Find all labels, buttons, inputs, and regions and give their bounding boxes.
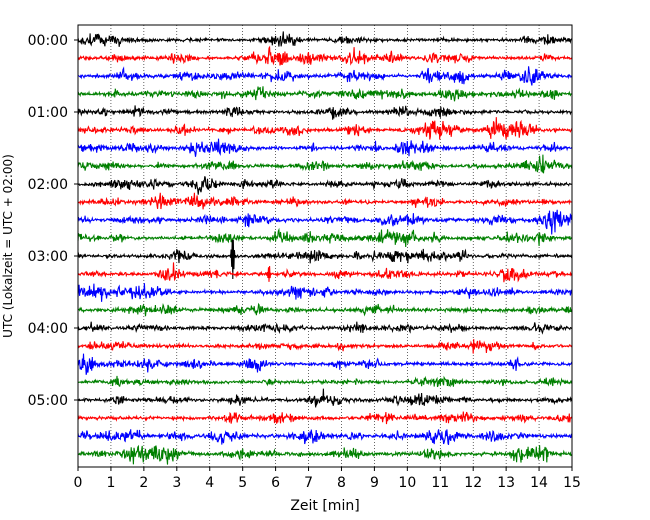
trace-line xyxy=(77,262,573,283)
trace-line xyxy=(77,283,573,302)
y-axis-label: UTC (Lokalzeit = UTC + 02:00) xyxy=(1,154,15,338)
trace-line xyxy=(77,444,573,465)
y-tick-label: 02:00 xyxy=(28,177,68,193)
trace-line xyxy=(77,375,573,388)
y-tick-label: 01:00 xyxy=(28,105,68,121)
trace-line xyxy=(77,227,573,248)
trace-line xyxy=(77,321,573,335)
trace-line xyxy=(77,138,573,157)
trace-line xyxy=(77,31,573,47)
trace-line xyxy=(77,388,573,408)
x-tick-label: 5 xyxy=(238,475,247,491)
trace-line xyxy=(77,192,573,210)
x-tick-label: 4 xyxy=(205,475,214,491)
x-tick-label: 11 xyxy=(431,475,449,491)
x-axis-ticks: 0 1 2 3 4 5 6 7 8 9 10 11 12 13 14 15 xyxy=(74,467,581,491)
y-axis-ticks: 00:00 01:00 02:00 03:00 04:00 05:00 xyxy=(28,33,78,409)
x-tick-label: 10 xyxy=(398,475,416,491)
x-tick-label: 8 xyxy=(337,475,346,491)
y-tick-label: 03:00 xyxy=(28,249,68,265)
trace-line xyxy=(77,105,573,120)
trace-layer xyxy=(77,31,573,465)
x-tick-label: 14 xyxy=(530,475,548,491)
x-tick-label: 3 xyxy=(172,475,181,491)
x-tick-label: 7 xyxy=(304,475,313,491)
y-tick-label: 04:00 xyxy=(28,321,68,337)
trace-line xyxy=(77,66,573,86)
x-tick-label: 0 xyxy=(74,475,83,491)
trace-line xyxy=(77,86,573,102)
trace-line xyxy=(77,176,573,195)
trace-line xyxy=(77,117,573,140)
plot-frame xyxy=(77,24,573,468)
trace-line xyxy=(77,302,573,317)
trace-line xyxy=(77,239,573,280)
x-tick-label: 1 xyxy=(106,475,115,491)
x-axis-label: Zeit [min] xyxy=(290,498,359,514)
trace-line xyxy=(77,353,573,375)
trace-line xyxy=(77,209,573,235)
trace-line xyxy=(77,339,573,354)
trace-line xyxy=(77,411,573,425)
y-tick-label: 00:00 xyxy=(28,33,68,49)
trace-line xyxy=(77,154,573,174)
x-tick-label: 15 xyxy=(563,475,581,491)
x-tick-label: 6 xyxy=(271,475,280,491)
x-tick-label: 13 xyxy=(497,475,515,491)
y-tick-label: 05:00 xyxy=(28,393,68,409)
trace-line xyxy=(77,45,573,66)
x-tick-label: 2 xyxy=(139,475,148,491)
x-tick-label: 9 xyxy=(370,475,379,491)
trace-line xyxy=(77,429,573,445)
x-tick-label: 12 xyxy=(464,475,482,491)
